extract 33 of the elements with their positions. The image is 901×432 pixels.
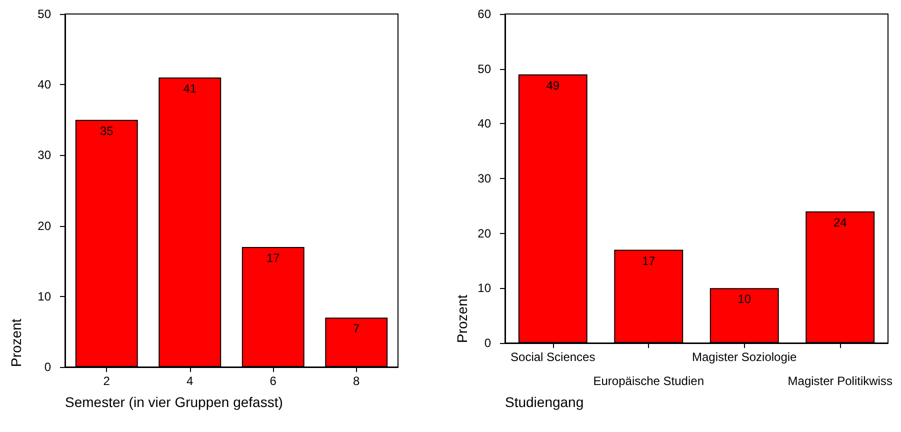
data-label: 10 xyxy=(738,292,752,306)
y-tick-label: 10 xyxy=(478,281,492,296)
y-tick-label: 30 xyxy=(38,148,52,162)
y-tick-label: 0 xyxy=(484,336,492,350)
x-tick-label: 6 xyxy=(270,374,277,388)
y-tick-label: 0 xyxy=(44,360,52,374)
y-axis-title: Prozent xyxy=(454,294,470,343)
y-tick-label: 40 xyxy=(478,116,492,131)
y-tick-label: 20 xyxy=(478,226,492,240)
data-label: 17 xyxy=(642,254,656,268)
y-tick-label: 30 xyxy=(478,172,492,186)
data-label: 7 xyxy=(353,322,360,336)
x-tick-label: 4 xyxy=(186,374,194,388)
x-tick-label: 8 xyxy=(353,374,360,388)
y-tick-label: 40 xyxy=(38,78,52,92)
x-tick-label: Europäische Studien xyxy=(593,374,704,388)
y-tick-label: 60 xyxy=(478,7,492,21)
y-tick-label: 50 xyxy=(38,7,52,21)
data-label: 17 xyxy=(266,250,280,265)
y-tick-label: 20 xyxy=(38,218,52,233)
data-label: 24 xyxy=(833,215,848,230)
data-label: 35 xyxy=(100,124,114,138)
y-tick-label: 50 xyxy=(478,62,492,76)
y-tick-label: 10 xyxy=(38,289,52,304)
data-label: 49 xyxy=(546,78,560,92)
x-tick-label: Social Sciences xyxy=(510,350,596,364)
x-axis-title: Semester (in vier Gruppen gefasst) xyxy=(65,394,283,410)
data-label: 41 xyxy=(183,82,197,96)
x-tick-label: Magister Politikwiss xyxy=(788,374,892,388)
x-tick-label: 2 xyxy=(103,374,110,388)
y-axis-title: Prozent xyxy=(8,318,24,367)
x-tick-label: Magister Soziologie xyxy=(692,350,798,364)
x-axis-title: Studiengang xyxy=(505,394,584,410)
